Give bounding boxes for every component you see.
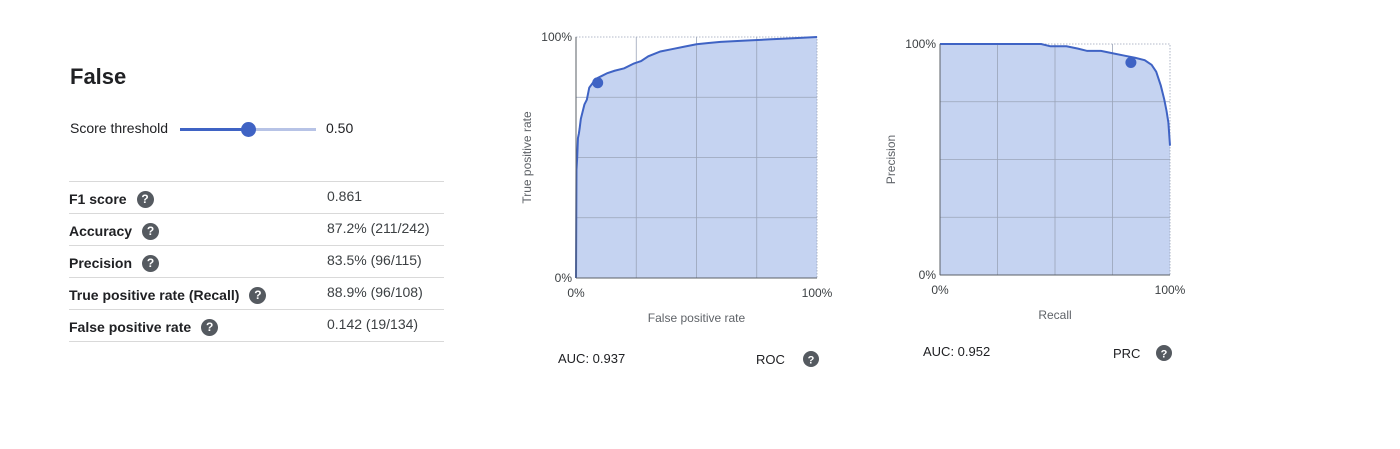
- metrics-table: F1 score? 0.861 Accuracy? 87.2% (211/242…: [69, 181, 444, 342]
- prc-xlabel: Recall: [1038, 308, 1071, 322]
- slider-track-inactive: [248, 128, 316, 131]
- help-circle-icon[interactable]: ?: [201, 318, 219, 336]
- prc-curve: [940, 43, 1171, 146]
- score-threshold-value: 0.50: [326, 120, 354, 136]
- metric-name: F1 score: [69, 191, 127, 207]
- prc-xtick-left: 0%: [931, 283, 949, 297]
- metric-row-f1: F1 score? 0.861: [69, 182, 444, 214]
- prc-xtick-right: 100%: [1155, 283, 1186, 297]
- roc-name: ROC: [756, 352, 785, 367]
- roc-threshold-point: [592, 77, 604, 89]
- roc-xtick-right: 100%: [802, 286, 833, 300]
- roc-xlabel: False positive rate: [648, 311, 746, 325]
- help-glyph: ?: [1161, 349, 1168, 361]
- score-threshold-slider[interactable]: [180, 119, 316, 139]
- prc-auc-text: AUC: 0.952: [923, 344, 990, 359]
- help-circle-icon[interactable]: ?: [142, 222, 160, 240]
- prc-ylabel: Precision: [884, 135, 898, 184]
- prc-threshold-point: [1125, 56, 1137, 68]
- metric-name: Accuracy: [69, 223, 133, 239]
- panel-title: False: [70, 64, 127, 89]
- metric-row-fpr: False positive rate? 0.142 (19/134): [69, 310, 444, 342]
- help-circle-icon[interactable]: ?: [142, 254, 160, 272]
- prc-ytick-bottom: 0%: [919, 268, 937, 282]
- roc-curve: [575, 36, 818, 279]
- roc-xtick-left: 0%: [567, 286, 585, 300]
- metric-value: 87.2% (211/242): [327, 219, 430, 236]
- metric-name: False positive rate: [69, 319, 192, 335]
- help-glyph: ?: [808, 355, 815, 367]
- prc-help-icon[interactable]: ?: [1156, 345, 1172, 361]
- metric-row-accuracy: Accuracy? 87.2% (211/242): [69, 214, 444, 246]
- help-circle-icon[interactable]: ?: [249, 286, 267, 304]
- roc-auc-text: AUC: 0.937: [558, 351, 625, 366]
- metric-value: 83.5% (96/115): [327, 251, 422, 268]
- metric-name: Precision: [69, 255, 133, 271]
- metric-name: True positive rate (Recall): [69, 287, 240, 303]
- metric-value: 88.9% (96/108): [327, 283, 423, 300]
- prc-ytick-top: 100%: [905, 37, 936, 51]
- metric-value: 0.861: [327, 187, 363, 204]
- metric-row-precision: Precision? 83.5% (96/115): [69, 246, 444, 278]
- roc-ytick-top: 100%: [541, 30, 572, 44]
- help-circle-icon[interactable]: ?: [136, 190, 154, 208]
- metric-value: 0.142 (19/134): [327, 315, 419, 332]
- score-threshold-label: Score threshold: [70, 120, 169, 136]
- metric-row-recall: True positive rate (Recall)? 88.9% (96/1…: [69, 278, 444, 310]
- roc-plot: 100% 0%0% 100% False positive rate True posi…: [520, 30, 833, 325]
- roc-ytick-bottom: 0%: [555, 271, 573, 285]
- roc-help-icon[interactable]: ?: [803, 351, 819, 367]
- prc-plot: 100% 0%0% 100% Recall Precision: [884, 37, 1186, 322]
- slider-track-active: [180, 128, 248, 131]
- slider-thumb[interactable]: [241, 122, 256, 137]
- prc-name: PRC: [1113, 346, 1140, 361]
- roc-ylabel: True positive rate: [520, 111, 534, 204]
